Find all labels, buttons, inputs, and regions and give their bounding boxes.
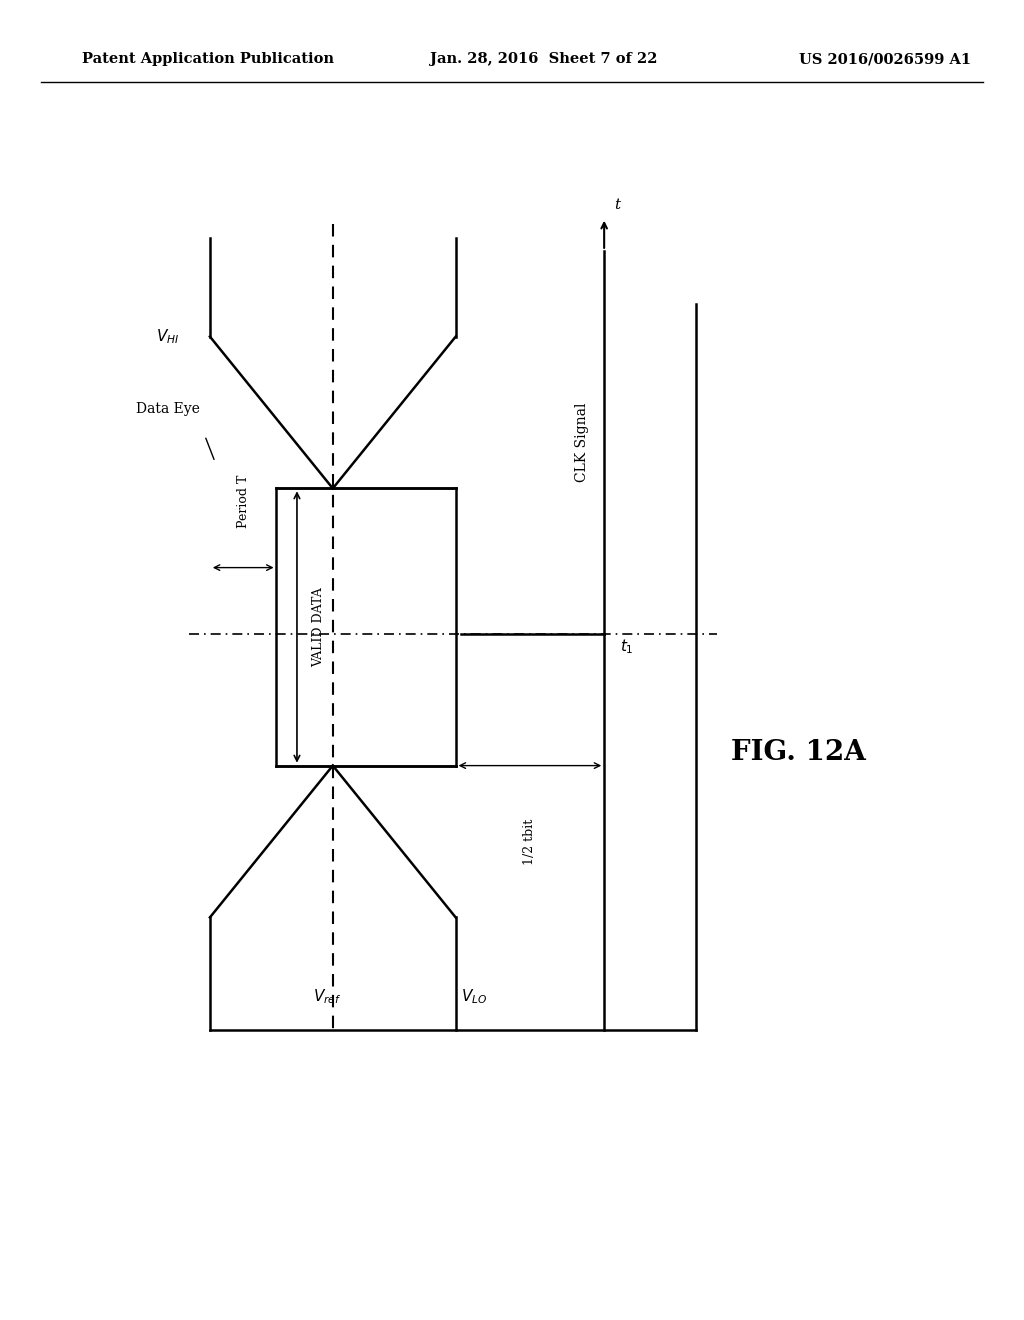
Text: 1/2 tbit: 1/2 tbit <box>523 818 537 865</box>
Text: US 2016/0026599 A1: US 2016/0026599 A1 <box>799 53 971 66</box>
Text: t: t <box>614 198 621 211</box>
Text: Patent Application Publication: Patent Application Publication <box>82 53 334 66</box>
Text: FIG. 12A: FIG. 12A <box>731 739 866 766</box>
Text: Data Eye: Data Eye <box>136 401 200 416</box>
Text: Period T: Period T <box>237 475 250 528</box>
Text: CLK Signal: CLK Signal <box>574 403 589 482</box>
Text: $t_1$: $t_1$ <box>620 638 633 656</box>
Text: $V_{ref}$: $V_{ref}$ <box>313 987 342 1006</box>
Text: $V_{HI}$: $V_{HI}$ <box>156 327 179 346</box>
Text: $V_{LO}$: $V_{LO}$ <box>461 987 487 1006</box>
Text: VALID DATA: VALID DATA <box>312 587 326 667</box>
Text: Jan. 28, 2016  Sheet 7 of 22: Jan. 28, 2016 Sheet 7 of 22 <box>430 53 657 66</box>
